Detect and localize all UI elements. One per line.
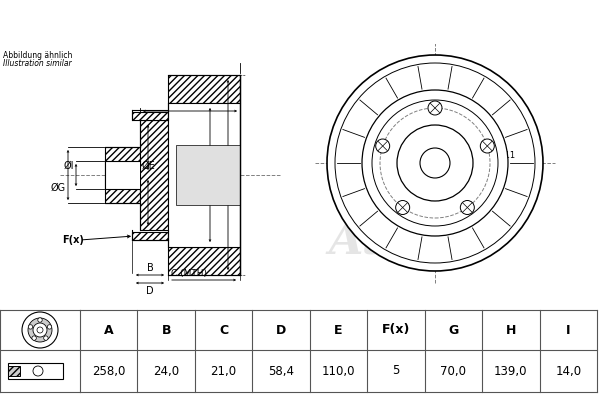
Text: 139,0: 139,0: [494, 364, 527, 378]
Text: ØE: ØE: [141, 161, 155, 171]
Text: Illustration similar: Illustration similar: [3, 59, 71, 68]
Text: B: B: [161, 324, 171, 336]
Text: 110,0: 110,0: [322, 364, 355, 378]
Circle shape: [28, 325, 32, 329]
Text: ØA: ØA: [221, 161, 235, 171]
Bar: [105, 147, 140, 203]
Text: 258,0: 258,0: [92, 364, 125, 378]
Circle shape: [395, 200, 410, 214]
Circle shape: [38, 318, 42, 322]
Text: 21,0: 21,0: [211, 364, 236, 378]
Text: D: D: [146, 286, 154, 296]
Text: ØI: ØI: [64, 161, 74, 171]
Text: B: B: [146, 263, 154, 273]
Bar: [168, 103, 240, 247]
Text: 5: 5: [392, 364, 400, 378]
Bar: [8, 363, 63, 379]
Circle shape: [33, 323, 47, 337]
Text: ØH: ØH: [203, 161, 218, 171]
Text: 14,0: 14,0: [555, 364, 581, 378]
Bar: [132, 232, 168, 240]
Text: C: C: [219, 324, 228, 336]
Text: E: E: [334, 324, 343, 336]
Bar: [8, 366, 20, 376]
Text: H: H: [506, 324, 516, 336]
Circle shape: [28, 318, 52, 342]
Bar: [140, 120, 168, 230]
Bar: [105, 161, 140, 189]
Circle shape: [428, 101, 442, 115]
Text: I: I: [566, 324, 571, 336]
Text: 58,4: 58,4: [268, 364, 294, 378]
Circle shape: [22, 312, 58, 348]
Text: Abbildung ähnlich: Abbildung ähnlich: [3, 51, 73, 60]
Text: ®: ®: [380, 243, 391, 253]
Bar: [176, 145, 240, 205]
Bar: [168, 75, 240, 103]
Circle shape: [362, 90, 508, 236]
Text: 24,0: 24,0: [153, 364, 179, 378]
Text: A: A: [104, 324, 113, 336]
Circle shape: [376, 139, 389, 153]
Text: Ate: Ate: [329, 220, 412, 262]
Circle shape: [47, 325, 52, 329]
Bar: [168, 247, 240, 275]
Text: 70,0: 70,0: [440, 364, 466, 378]
Circle shape: [37, 327, 43, 333]
Circle shape: [397, 125, 473, 201]
Circle shape: [481, 139, 494, 153]
Bar: [132, 112, 168, 120]
Text: D: D: [276, 324, 286, 336]
Circle shape: [32, 336, 37, 340]
Circle shape: [33, 366, 43, 376]
Circle shape: [327, 55, 543, 271]
Circle shape: [44, 336, 48, 340]
Text: 24.0124-0111.1    424111: 24.0124-0111.1 424111: [160, 12, 440, 32]
Text: F(x): F(x): [382, 324, 410, 336]
Text: F(x): F(x): [62, 235, 84, 245]
Text: C (MTH): C (MTH): [171, 269, 207, 278]
Text: ØG: ØG: [51, 183, 66, 193]
Text: G: G: [448, 324, 458, 336]
Circle shape: [460, 200, 475, 214]
Circle shape: [420, 148, 450, 178]
Text: Ø11: Ø11: [499, 151, 516, 160]
